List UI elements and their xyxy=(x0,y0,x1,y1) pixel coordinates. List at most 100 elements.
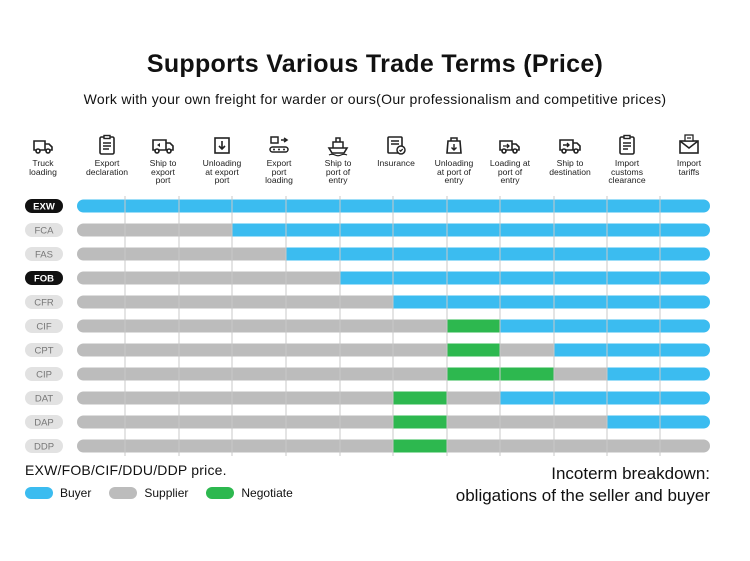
stage-label: Export port loading xyxy=(265,158,293,186)
ship-icon xyxy=(327,137,349,157)
stage-1: Truck loading xyxy=(13,133,73,176)
stage-label: Ship to destination xyxy=(549,158,591,177)
term-tag xyxy=(25,223,63,237)
stage-label: Import tariffs xyxy=(676,158,702,177)
legend-item-supplier: Supplier xyxy=(109,486,188,500)
buyer-swatch xyxy=(25,487,53,499)
bar-segment-supplier xyxy=(77,391,393,405)
term-bar xyxy=(77,439,710,453)
insurance-icon xyxy=(387,136,406,155)
bar-segment-buyer xyxy=(607,415,710,429)
bar-segment-negotiate xyxy=(447,319,500,333)
term-label: DDP xyxy=(34,442,54,453)
stage-label: Truck loading xyxy=(29,158,57,177)
term-label: CIP xyxy=(36,370,52,381)
term-row-cif: CIF xyxy=(25,319,710,333)
term-bar xyxy=(77,271,710,285)
term-bar xyxy=(77,247,710,261)
bar-segment-buyer xyxy=(500,319,710,333)
term-row-fas: FAS xyxy=(25,247,710,261)
bar-segment-supplier xyxy=(77,295,393,309)
stage-8: Unloading at port of entry xyxy=(424,133,484,185)
stage-3: Ship to export port xyxy=(133,133,193,185)
term-tag xyxy=(25,343,63,357)
term-tag xyxy=(25,199,63,213)
term-row-fca: FCA xyxy=(25,223,710,237)
bar-segment-supplier xyxy=(77,247,286,261)
stage-2: Export declaration xyxy=(77,133,137,176)
loading-truck-icon xyxy=(499,140,520,154)
term-tag xyxy=(25,367,63,381)
term-row-cip: CIP xyxy=(25,367,710,381)
term-row-cpt: CPT xyxy=(25,343,710,357)
term-label: CFR xyxy=(34,298,54,309)
term-bar xyxy=(77,223,710,237)
bar-segment-supplier xyxy=(77,367,447,381)
legend-label-buyer: Buyer xyxy=(60,486,92,500)
bar-segment-supplier xyxy=(500,343,554,357)
bar-segment-negotiate xyxy=(393,415,447,429)
term-bar xyxy=(77,367,710,381)
term-tag xyxy=(25,439,63,453)
stage-label: Unloading at port of entry xyxy=(434,158,474,186)
stage-label: Ship to port of entry xyxy=(324,158,352,186)
breakdown-line-1: Incoterm breakdown: xyxy=(551,464,710,483)
legend-label-negotiate: Negotiate xyxy=(241,486,293,500)
term-tag xyxy=(25,415,63,429)
bar-segment-supplier xyxy=(447,415,607,429)
bar-segment-supplier xyxy=(447,439,710,453)
term-label: FAS xyxy=(35,250,53,261)
bar-segment-buyer xyxy=(500,391,710,405)
term-tag xyxy=(25,247,63,261)
price-note: EXW/FOB/CIF/DDU/DDP price. xyxy=(25,462,227,478)
legend-item-buyer: Buyer xyxy=(25,486,91,500)
supplier-swatch xyxy=(109,487,138,499)
bar-segment-buyer xyxy=(232,223,710,237)
bar-segment-supplier xyxy=(554,367,607,381)
bar-segment-supplier xyxy=(447,391,500,405)
bar-segment-supplier xyxy=(77,343,447,357)
stage-7: Insurance xyxy=(366,133,426,168)
stage-11: Import customs clearance xyxy=(597,133,657,185)
term-bar xyxy=(77,319,710,333)
unload-box-icon xyxy=(214,137,230,154)
stage-label: Ship to export port xyxy=(149,158,177,186)
term-tag xyxy=(25,391,63,405)
term-row-ddp: DDP xyxy=(25,439,710,453)
stage-label: Insurance xyxy=(377,158,415,168)
term-label: FCA xyxy=(35,226,55,237)
term-tag xyxy=(25,319,63,333)
term-label: CPT xyxy=(35,346,54,357)
term-bar xyxy=(77,391,710,405)
truck-icon xyxy=(33,140,53,154)
term-label: EXW xyxy=(33,202,55,213)
clipboard-icon xyxy=(99,134,115,155)
bar-segment-buyer xyxy=(286,247,710,261)
bar-segment-buyer xyxy=(554,343,710,357)
stage-10: Ship to destination xyxy=(540,133,600,176)
bar-segment-negotiate xyxy=(393,439,447,453)
bar-segment-supplier xyxy=(77,271,340,285)
bar-segment-supplier xyxy=(77,415,393,429)
bar-segment-buyer xyxy=(607,367,710,381)
term-row-dat: DAT xyxy=(25,391,710,405)
unload-bag-icon xyxy=(446,137,462,154)
chart-title: Supports Various Trade Terms (Price) xyxy=(146,50,604,78)
bar-segment-supplier xyxy=(77,439,393,453)
legend-label-supplier: Supplier xyxy=(144,486,189,500)
term-label: FOB xyxy=(34,274,54,285)
destination-truck-icon xyxy=(559,139,581,154)
delivery-truck-icon xyxy=(152,139,174,154)
stage-6: Ship to port of entry xyxy=(308,133,368,185)
bar-segment-buyer xyxy=(393,295,710,309)
breakdown-line-2: obligations of the seller and buyer xyxy=(455,486,710,505)
conveyor-icon xyxy=(269,136,289,153)
term-row-fob: FOB xyxy=(25,271,710,285)
bar-segment-supplier xyxy=(77,319,447,333)
stage-label: Import customs clearance xyxy=(608,158,646,186)
negotiate-swatch xyxy=(206,487,235,499)
stage-label: Export declaration xyxy=(85,158,129,177)
bar-segment-negotiate xyxy=(393,391,447,405)
stage-4: Unloading at export port xyxy=(192,133,252,185)
